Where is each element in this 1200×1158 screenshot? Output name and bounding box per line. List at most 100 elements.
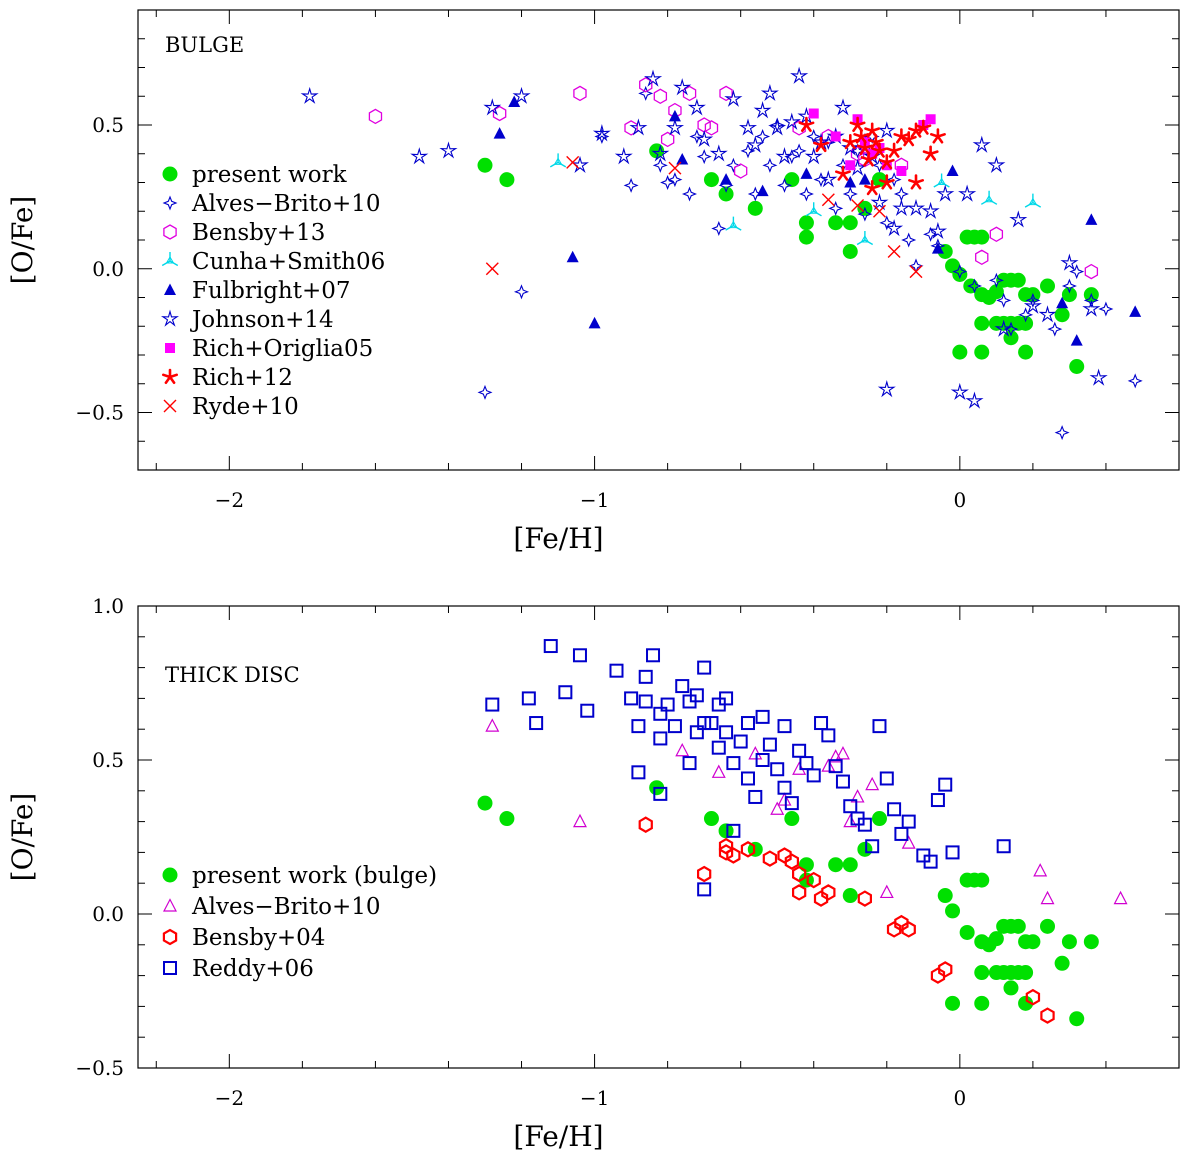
data-point [675,679,690,694]
data-point [908,258,924,274]
data-point [857,817,872,832]
data-point [703,172,719,188]
data-point [667,719,682,734]
data-point [994,319,1013,337]
data-point [521,691,536,706]
data-point [843,813,858,828]
data-point [755,709,770,724]
data-point [667,172,683,188]
data-point [922,145,939,161]
data-point [893,128,910,144]
data-point [806,768,821,783]
series-3 [485,639,1011,897]
data-point [877,379,896,398]
y-tick-label: 0.0 [92,902,124,926]
data-point [725,157,741,173]
data-point [770,801,785,815]
data-point [844,176,857,188]
data-point [813,890,829,907]
data-point [877,121,896,139]
data-point [1040,918,1056,934]
data-point [878,174,895,190]
data-point [894,914,909,932]
data-point [808,108,819,119]
legend-marker [163,898,177,912]
data-point [748,789,763,804]
data-point [760,83,779,101]
data-point [695,129,714,148]
legend-label: Fulbright+07 [192,278,351,304]
data-point [1018,965,1034,981]
data-point [711,740,726,755]
data-point [477,384,493,400]
y-tick-label: 0.0 [92,257,124,281]
data-point [1040,1007,1055,1024]
data-point [930,967,946,984]
data-point [988,272,1004,288]
data-point [1018,315,1034,331]
data-point [872,719,887,734]
data-point [865,839,880,854]
legend-label: Rich+12 [192,365,293,391]
data-point [921,201,940,219]
data-point [988,931,1004,947]
data-point [777,847,792,864]
data-point [638,85,654,101]
data-point [697,660,712,675]
data-point [777,792,792,806]
data-point [609,663,624,678]
data-point [485,718,500,732]
data-point [928,221,948,240]
data-point [689,725,704,740]
data-point [614,147,633,165]
data-point [871,811,887,827]
data-point [639,77,653,93]
data-point [477,795,493,811]
data-point [784,811,800,827]
data-point [938,961,953,978]
data-point [492,105,507,122]
series-2 [638,816,1055,1024]
y-tick-label: 0.5 [92,748,124,772]
panel-title: BULGE [165,33,244,57]
data-point [762,157,778,173]
data-point [768,118,787,136]
data-point [718,823,734,839]
data-point [740,771,755,786]
data-point [865,776,880,791]
data-point [842,134,859,150]
data-point [813,136,829,153]
data-point [512,86,531,104]
data-point [733,734,748,749]
data-point [718,186,734,202]
data-point [790,66,809,84]
y-axis-title: [O/Fe] [6,196,39,285]
data-point [703,811,719,827]
data-point [936,184,955,202]
data-point [719,85,733,102]
x-tick-label: 0 [953,1086,966,1110]
data-point [974,965,990,981]
data-point [886,921,902,938]
data-point [937,244,953,259]
data-point [864,180,881,196]
data-point [879,215,895,231]
data-point [592,124,611,142]
data-point [733,163,748,179]
data-point [572,648,587,663]
data-point [483,98,502,116]
data-point [726,823,741,838]
data-point [1018,307,1034,323]
data-point [493,127,506,139]
data-point [777,719,792,734]
data-point [653,786,668,801]
data-point [682,85,697,102]
data-point [697,716,712,731]
data-point [580,703,595,718]
legend: present work Alves−Brito+10 Bensby+13 Cunha… [160,162,385,420]
data-point [1061,934,1077,950]
data-point [858,173,871,185]
data-point [1023,296,1042,314]
data-point [681,186,697,202]
data-point [673,78,692,96]
